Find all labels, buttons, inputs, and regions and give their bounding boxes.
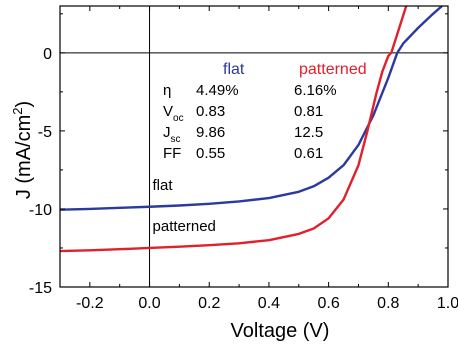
parameter-table: flat patterned η 4.49% 6.16% Voc 0.83 0.81 Jsc 9.… (163, 61, 367, 162)
table-row-label-main: V (163, 103, 173, 120)
table-value-flat: 0.83 (196, 103, 225, 120)
y-axis-title-main: J (mA/cm (13, 115, 35, 199)
table-value-flat: 4.49% (196, 82, 239, 99)
x-axis-title: Voltage (V) (231, 320, 330, 342)
y-axis-title-sup: 2 (10, 108, 25, 115)
y-tick-label: -5 (38, 124, 52, 141)
x-tick-label: 1.0 (437, 295, 458, 312)
x-tick-label: 0.2 (198, 295, 220, 312)
table-row-label: FF (163, 145, 181, 162)
table-row-label-main: J (163, 124, 171, 141)
table-row-label: η (163, 82, 171, 99)
curves (60, 6, 443, 253)
table-header-patterned: patterned (299, 61, 367, 78)
table-value-flat: 0.55 (196, 145, 225, 162)
series-line-flat (60, 6, 443, 211)
curve-labels: flat patterned (153, 177, 216, 235)
table-row-label-sub: sc (171, 134, 181, 145)
table-value-patterned: 12.5 (294, 124, 323, 141)
table-row-label: Jsc (163, 124, 181, 145)
y-axis-title-end: ) (13, 101, 35, 108)
y-tick-label: -10 (29, 202, 52, 219)
table-header-flat: flat (223, 61, 245, 78)
table-row-label-sub: oc (173, 113, 184, 124)
x-tick-label: 0.4 (258, 295, 280, 312)
table-row-label: Voc (163, 103, 184, 124)
table-value-patterned: 0.61 (294, 145, 323, 162)
table-value-flat: 9.86 (196, 124, 225, 141)
ticks (59, 6, 449, 288)
plot-border (59, 5, 449, 288)
curve-label-patterned: patterned (153, 218, 216, 235)
zero-lines (60, 6, 448, 287)
y-tick-label: 0 (43, 46, 52, 63)
table-value-patterned: 0.81 (294, 103, 323, 120)
y-axis-title: J (mA/cm2) (10, 101, 35, 199)
table-row-label-main: η (163, 82, 171, 99)
series-line-patterned (60, 6, 408, 253)
table-value-patterned: 6.16% (294, 82, 337, 99)
x-tick-label: 0.8 (377, 295, 399, 312)
table-row-label-main: FF (163, 145, 181, 162)
x-tick-label: 0.6 (317, 295, 339, 312)
plot-frame (59, 5, 449, 288)
tick-labels: -0.2 0.0 0.2 0.4 0.6 0.8 1.0 -15 -10 -5 0 (29, 46, 458, 312)
x-tick-label: -0.2 (76, 295, 104, 312)
y-tick-label: -15 (29, 280, 52, 297)
curve-label-flat: flat (153, 177, 174, 194)
x-tick-label: 0.0 (138, 295, 160, 312)
